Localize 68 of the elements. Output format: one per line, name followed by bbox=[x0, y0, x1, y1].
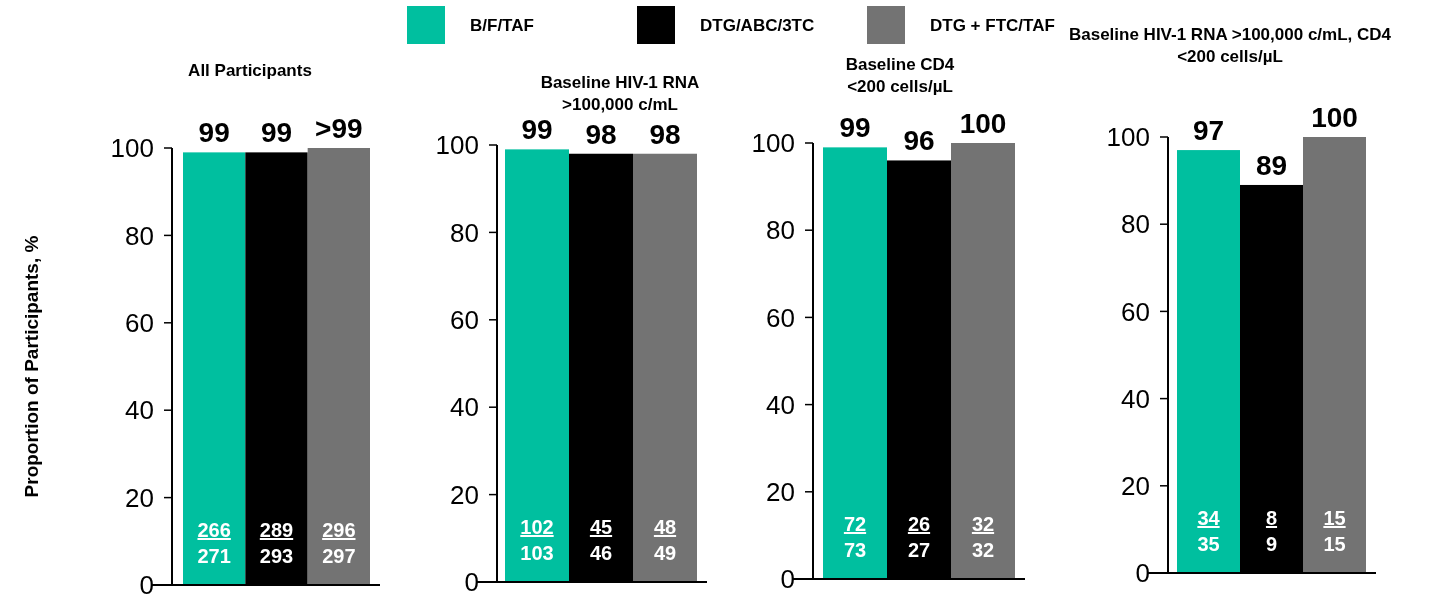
annotation: 72 bbox=[843, 513, 867, 535]
y-tick-label: 100 bbox=[110, 133, 154, 164]
chart-title: Baseline HIV-1 RNA >100,000 c/mL, CD4 <200 cells/µL bbox=[1068, 25, 1392, 66]
chart-title: Baseline CD4 <200 cells/µL bbox=[845, 55, 955, 96]
y-tick-label: 100 bbox=[435, 130, 479, 161]
annotation: 271 bbox=[197, 545, 231, 567]
data-label: 99 bbox=[198, 117, 230, 149]
legend-label: DTG/ABC/3TC bbox=[700, 15, 815, 35]
legend-label: B/F/TAF bbox=[470, 15, 534, 35]
y-tick-label: 20 bbox=[1121, 470, 1150, 501]
annotation: 73 bbox=[843, 539, 867, 561]
data-label: 89 bbox=[1255, 149, 1288, 181]
annotation: 15 bbox=[1323, 507, 1346, 529]
annotation: 35 bbox=[1197, 533, 1220, 555]
annotation: 49 bbox=[653, 542, 677, 564]
data-label: 100 bbox=[1311, 102, 1358, 133]
y-tick-label: 40 bbox=[1121, 383, 1150, 414]
y-tick-label: 80 bbox=[125, 220, 154, 251]
data-label: >99 bbox=[315, 113, 363, 144]
y-tick-label: 60 bbox=[125, 307, 154, 338]
chart-title: All Participants bbox=[188, 61, 312, 80]
data-label: 98 bbox=[585, 118, 617, 150]
y-tick-label: 40 bbox=[125, 395, 154, 426]
annotation: 9 bbox=[1265, 533, 1278, 555]
legend-label: DTG + FTC/TAF bbox=[930, 15, 1055, 35]
annotation: 102 bbox=[520, 516, 554, 538]
data-label: 98 bbox=[649, 118, 681, 150]
y-tick-label: 60 bbox=[766, 302, 795, 333]
y-tick-label: 20 bbox=[766, 476, 795, 507]
y-tick-label: 0 bbox=[1135, 558, 1150, 589]
data-label: 99 bbox=[521, 114, 553, 146]
y-tick-label: 80 bbox=[766, 215, 795, 246]
data-label: 99 bbox=[260, 117, 293, 149]
annotation: 103 bbox=[520, 542, 554, 564]
chart-title: Baseline HIV-1 RNA >100,000 c/mL bbox=[540, 73, 700, 114]
annotation: 296 bbox=[322, 519, 356, 541]
annotation: 32 bbox=[971, 513, 995, 535]
data-label: 97 bbox=[1192, 115, 1225, 147]
data-label: 96 bbox=[903, 125, 935, 157]
annotation: 34 bbox=[1197, 507, 1221, 529]
annotation: 297 bbox=[322, 545, 356, 567]
annotation: 48 bbox=[653, 516, 677, 538]
y-tick-label: 80 bbox=[1121, 209, 1150, 240]
y-tick-label: 0 bbox=[780, 564, 795, 595]
annotation: 8 bbox=[1265, 507, 1278, 529]
y-tick-label: 80 bbox=[450, 217, 479, 248]
y-tick-label: 0 bbox=[139, 570, 154, 596]
y-tick-label: 20 bbox=[125, 482, 154, 513]
data-label: 99 bbox=[839, 112, 871, 144]
annotation: 26 bbox=[907, 513, 931, 535]
annotation: 289 bbox=[259, 519, 294, 541]
annotation: 293 bbox=[259, 545, 294, 567]
annotation: 46 bbox=[589, 542, 613, 564]
y-tick-label: 60 bbox=[1121, 296, 1150, 327]
y-tick-label: 40 bbox=[766, 389, 795, 420]
annotation: 266 bbox=[197, 519, 231, 541]
data-label: 100 bbox=[959, 108, 1007, 139]
annotation: 15 bbox=[1323, 533, 1346, 555]
annotation: 32 bbox=[971, 539, 995, 561]
y-tick-label: 100 bbox=[1106, 122, 1150, 153]
y-tick-label: 100 bbox=[751, 128, 795, 159]
annotation: 27 bbox=[907, 539, 931, 561]
y-tick-label: 40 bbox=[450, 392, 479, 423]
y-tick-label: 20 bbox=[450, 479, 479, 510]
y-tick-label: 60 bbox=[450, 304, 479, 335]
y-tick-label: 0 bbox=[464, 567, 479, 596]
annotation: 45 bbox=[589, 516, 613, 538]
y-axis-title: Proportion of Participants, % bbox=[21, 235, 42, 498]
